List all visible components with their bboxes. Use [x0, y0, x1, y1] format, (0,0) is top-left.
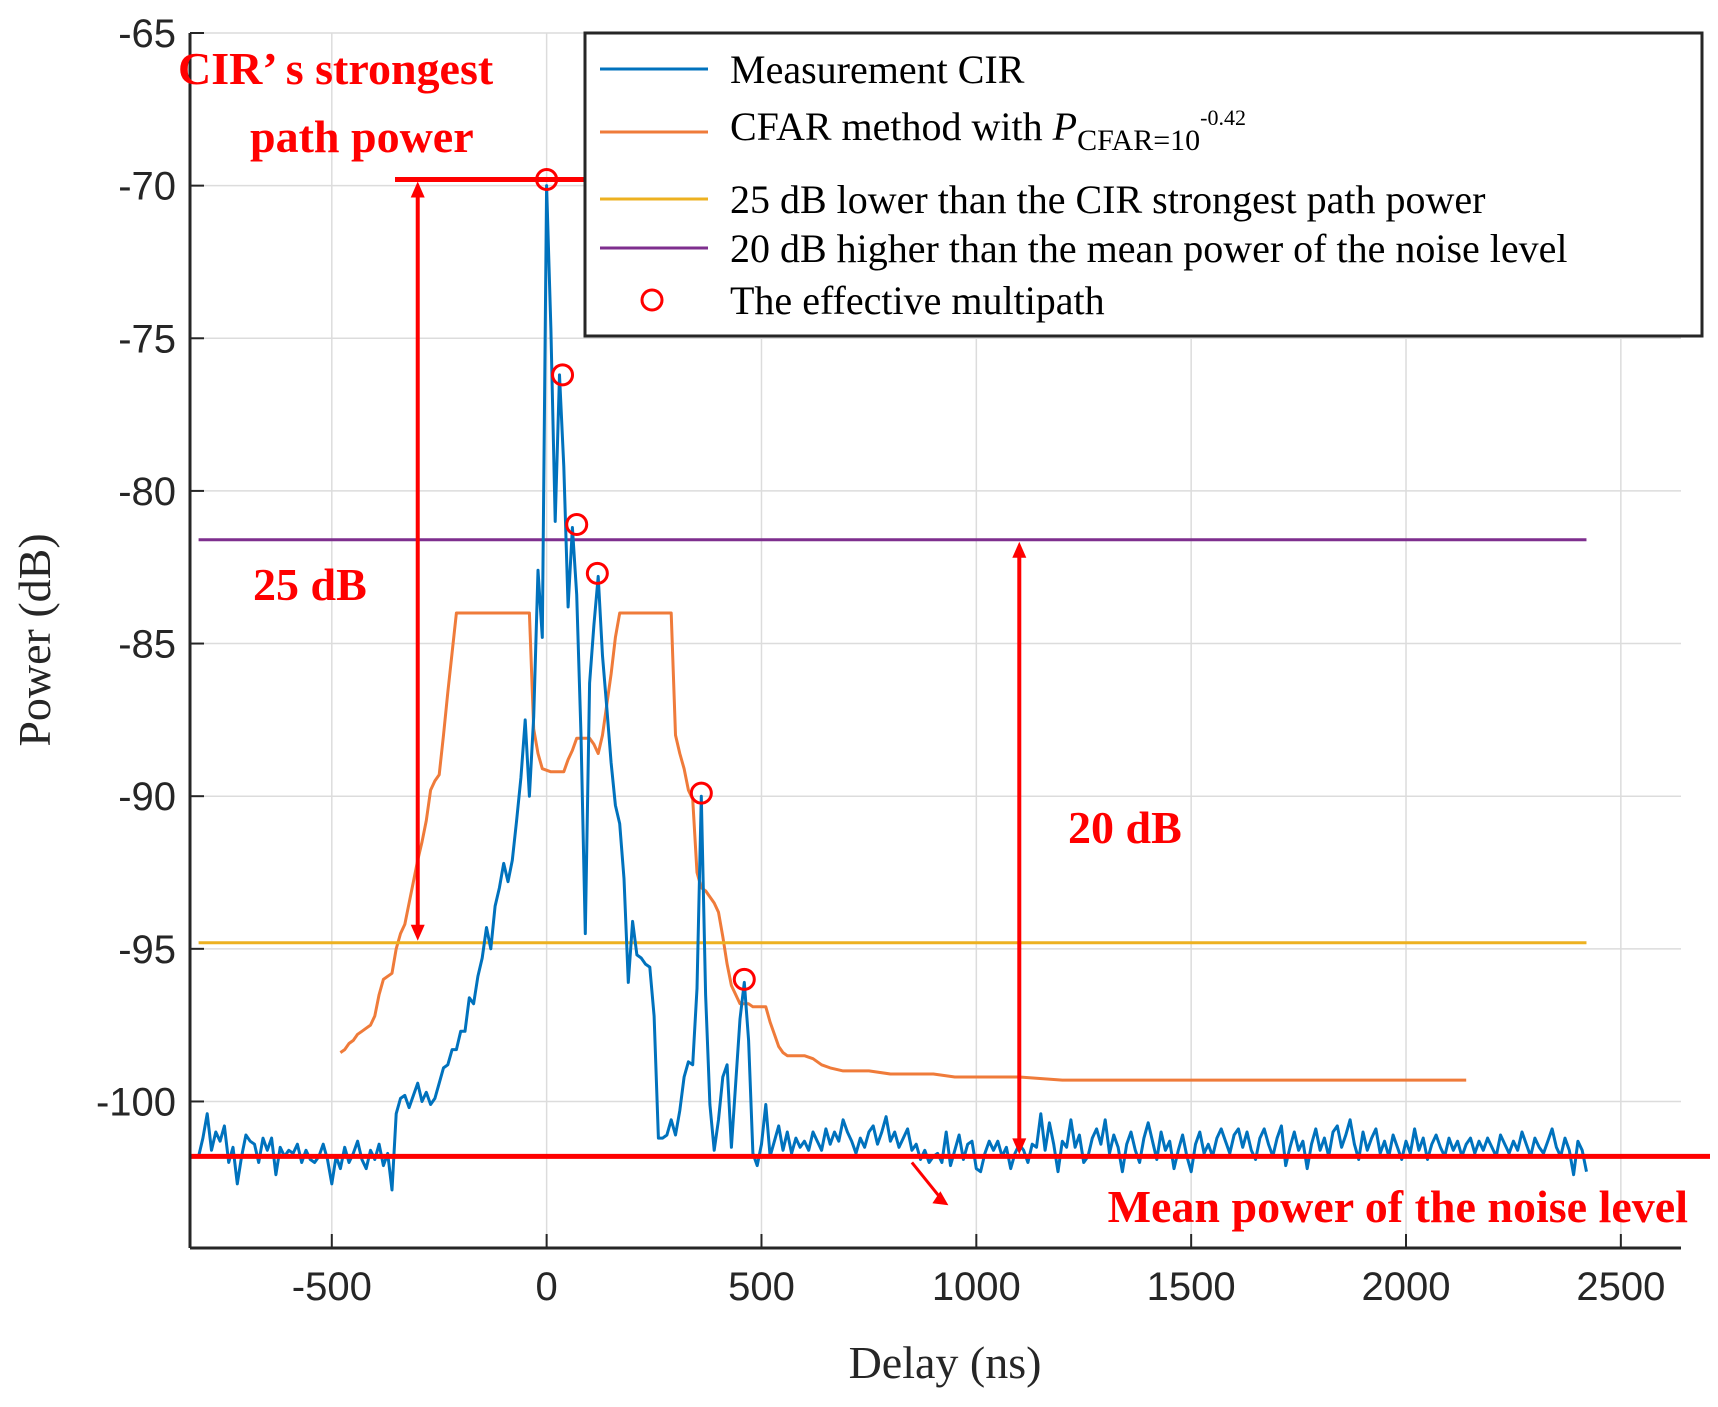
legend-label-cir: Measurement CIR	[730, 47, 1025, 92]
legend-box	[583, 31, 1704, 338]
y-tick-label: -90	[118, 775, 176, 819]
annotation-shapes	[190, 177, 1710, 1206]
annotation-20db: 20 dB	[1068, 802, 1182, 853]
y-tick-label: -70	[118, 165, 176, 209]
arrow-20db-head-top	[1012, 541, 1027, 558]
noise-pointer-arrow	[910, 1161, 944, 1202]
arrow-25db-head-top	[410, 181, 425, 198]
x-axis-label: Delay (ns)	[849, 1337, 1042, 1388]
y-tick-label: -75	[118, 317, 176, 361]
legend-cfar-sup: -0.42	[1200, 105, 1246, 130]
legend-cfar-prefix: CFAR method with	[730, 104, 1053, 149]
arrow-20db-head-bottom	[1012, 1138, 1027, 1155]
x-tick-label: 500	[728, 1265, 795, 1309]
y-tick-label: -80	[118, 470, 176, 514]
noise-pointer-head	[932, 1191, 949, 1206]
legend: Measurement CIR CFAR method with PCFAR=1…	[583, 31, 1704, 338]
x-tick-label: -500	[292, 1265, 372, 1309]
annotation-strongest-line1: CIR’ s strongest	[178, 43, 494, 94]
x-tick-label: 1500	[1147, 1265, 1236, 1309]
axes-frame	[188, 33, 1681, 1250]
annotation-strongest-line2: path power	[250, 111, 474, 162]
x-tick-label: 2000	[1362, 1265, 1451, 1309]
series-line-cir	[197, 184, 1588, 1192]
legend-label-th25: 25 dB lower than the CIR strongest path …	[730, 177, 1485, 222]
effective-multipath-marker	[732, 967, 756, 991]
y-tick-label: -85	[118, 623, 176, 667]
legend-marker-effective	[640, 288, 664, 312]
y-tick-label: -95	[118, 928, 176, 972]
x-tick-label: 0	[536, 1265, 558, 1309]
effective-multipath-marker	[585, 561, 609, 585]
effective-multipath-marker	[551, 363, 575, 387]
series-line-cfar	[339, 611, 1467, 1082]
legend-label-th20: 20 dB higher than the mean power of the …	[730, 226, 1568, 271]
y-axis-label: Power (dB)	[9, 533, 60, 746]
effective-multipath-marker	[565, 512, 589, 536]
effective-multipath-marker	[689, 781, 713, 805]
x-tick-label: 2500	[1576, 1265, 1665, 1309]
legend-label-cfar: CFAR method with PCFAR=10-0.42	[730, 104, 1246, 157]
series-layer	[197, 168, 1588, 1192]
annotation-25db: 25 dB	[253, 559, 367, 610]
legend-cfar-sub: CFAR=10	[1077, 124, 1200, 157]
y-tick-label: -65	[118, 12, 176, 56]
annotation-noise-level: Mean power of the noise level	[1108, 1181, 1688, 1232]
legend-cfar-p: P	[1052, 104, 1077, 149]
legend-label-effective: The effective multipath	[730, 278, 1105, 323]
x-tick-label: 1000	[932, 1265, 1021, 1309]
y-tick-label: -100	[96, 1080, 176, 1124]
ticks: -500 0 500 1000 1500 2000 2500 -65 -70 -75 -80 -85 -…	[96, 12, 1665, 1309]
arrow-25db-head-bottom	[410, 924, 425, 941]
